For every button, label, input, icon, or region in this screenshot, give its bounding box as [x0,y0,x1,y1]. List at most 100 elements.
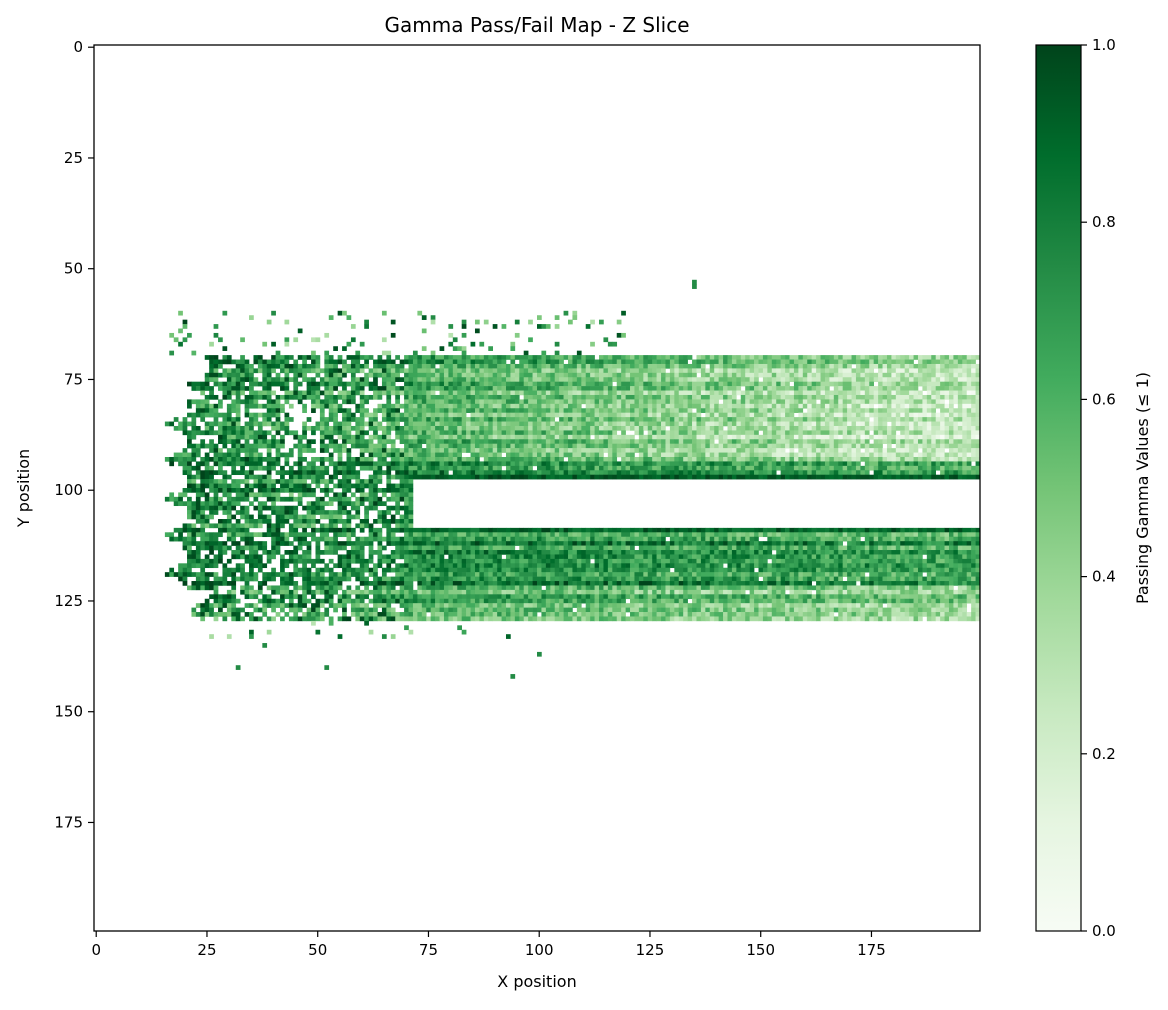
heatmap-cell [505,474,511,480]
heatmap-cell [452,527,471,533]
heatmap-cell [762,359,768,365]
heatmap-cell [669,377,675,382]
heatmap-cell [576,381,582,387]
heatmap-cell [975,394,981,400]
heatmap-cell [656,474,662,480]
heatmap-cell [337,510,343,515]
heatmap-cell [501,448,507,453]
heatmap-cell [302,425,307,431]
heatmap-cell [634,430,640,436]
heatmap-cell [572,381,578,387]
heatmap-cell [581,456,587,462]
heatmap-cell [249,456,254,462]
heatmap-cell [971,412,976,418]
heatmap-cell [209,377,214,382]
heatmap-cell [975,461,981,467]
heatmap-cell [297,523,303,529]
heatmap-cell [873,377,879,382]
heatmap-cell [585,430,591,436]
heatmap-cell [275,461,281,467]
heatmap-cell [607,359,613,365]
heatmap-cell [302,479,307,484]
heatmap-cell [404,399,409,405]
heatmap-cell [669,421,675,427]
heatmap-cell [182,324,188,329]
heatmap-cell [275,492,281,498]
heatmap-cell [284,390,294,396]
heatmap-cell [559,381,564,387]
heatmap-cell [860,363,866,369]
heatmap-cell [226,377,232,382]
heatmap-cell [510,355,516,360]
heatmap-cell [625,470,631,476]
heatmap-cell [847,452,852,458]
heatmap-cell [705,461,711,467]
heatmap-cell [187,452,192,458]
heatmap-cell [266,443,272,449]
heatmap-cell [514,372,520,378]
heatmap-cell [359,434,365,440]
heatmap-cell [891,368,897,374]
heatmap-cell [528,434,533,440]
heatmap-cell [244,461,259,467]
heatmap-cell [709,368,715,374]
heatmap-cell [399,425,405,431]
heatmap-cell [173,527,183,533]
heatmap-cell [758,448,768,453]
heatmap-cell [762,452,768,458]
heatmap-cell [736,368,742,374]
heatmap-cell [829,452,835,458]
heatmap-cell [204,452,210,458]
heatmap-cell [501,421,507,427]
heatmap-cell [280,377,285,382]
heatmap-cell [226,448,232,453]
heatmap-cell [395,390,400,396]
heatmap-cell [833,381,839,387]
heatmap-cell [315,483,321,489]
heatmap-cell [572,456,578,462]
heatmap-cell [474,430,480,436]
heatmap-cell [953,399,959,405]
heatmap-cell [550,430,556,436]
heatmap-cell [731,412,737,418]
heatmap-cell [275,425,281,431]
heatmap-cell [665,448,671,453]
heatmap-cell [780,399,786,405]
heatmap-cell [182,421,188,427]
heatmap-cell [714,412,719,418]
heatmap-cell [687,403,693,409]
heatmap-cell [922,412,928,418]
heatmap-cell [364,430,369,436]
heatmap-cell [328,390,334,396]
heatmap-cell [816,527,826,533]
heatmap-cell [847,417,861,422]
heatmap-cell [833,448,839,453]
heatmap-cell [501,461,507,467]
heatmap-cell [355,377,361,382]
heatmap-cell [266,372,272,378]
heatmap-cell [647,355,653,360]
heatmap-cell [505,372,511,378]
heatmap-cell [306,523,312,529]
heatmap-cell [408,390,414,396]
heatmap-cell [714,372,719,378]
heatmap-cell [785,372,790,378]
heatmap-cell [869,386,879,391]
heatmap-cell [638,417,644,422]
heatmap-cell [847,399,852,405]
heatmap-cell [191,425,197,431]
heatmap-cell [421,439,427,444]
heatmap-cell [550,448,556,453]
heatmap-cell [816,439,821,444]
heatmap-cell [824,372,830,378]
heatmap-cell [244,363,250,369]
heatmap-cell [505,421,511,427]
heatmap-cell [917,421,923,427]
heatmap-cell [758,474,764,480]
heatmap-cell [421,465,427,471]
heatmap-cell [435,527,440,533]
heatmap-cell [754,386,759,391]
heatmap-cell [957,448,963,453]
heatmap-cell [519,368,525,374]
